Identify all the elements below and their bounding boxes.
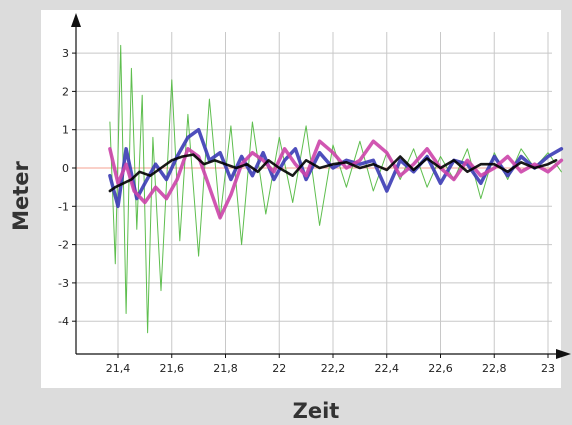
y-axis-arrow [71,13,81,27]
series-line-2 [108,139,564,220]
y-tick-label: 2 [62,85,69,98]
x-tick-label: 22,8 [482,362,507,375]
x-tick-label: 22 [272,362,286,375]
plot-panel [41,10,561,388]
y-tick-label: 0 [62,162,69,175]
y-tick-label: -2 [58,239,69,252]
y-tick-label: -1 [58,200,69,213]
x-tick-label: 23 [541,362,555,375]
series-line-3 [108,153,558,193]
x-axis-arrow [556,349,571,359]
y-tick-label: 1 [62,124,69,137]
y-tick-label: -4 [58,315,69,328]
x-tick-label: 22,6 [428,362,453,375]
series-line-0 [109,44,562,334]
x-tick-label: 21,8 [213,362,238,375]
series-line-1 [108,127,564,209]
x-tick-label: 21,6 [160,362,185,375]
y-tick-label: 3 [62,47,69,60]
x-tick-label: 22,4 [375,362,400,375]
x-axis-title: Zeit [293,399,340,423]
x-tick-label: 22,2 [321,362,346,375]
y-tick-label: -3 [58,277,69,290]
x-tick-label: 21,4 [106,362,131,375]
y-axis-title: Meter [9,160,33,230]
